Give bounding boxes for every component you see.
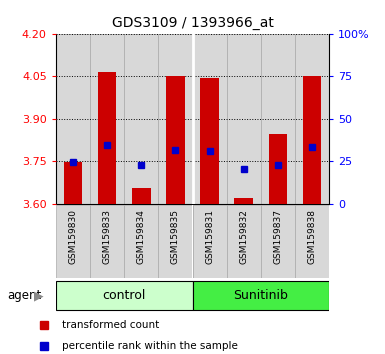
Text: ▶: ▶ <box>34 289 43 302</box>
Bar <box>124 34 158 204</box>
Bar <box>295 205 329 278</box>
Bar <box>56 281 192 310</box>
Bar <box>192 281 329 310</box>
Bar <box>166 75 185 204</box>
Text: GSM159833: GSM159833 <box>102 209 112 264</box>
Bar <box>192 205 193 278</box>
Bar <box>56 34 90 204</box>
Bar <box>192 205 227 278</box>
Text: GSM159834: GSM159834 <box>137 209 146 264</box>
Text: percentile rank within the sample: percentile rank within the sample <box>62 341 238 351</box>
Bar <box>227 205 261 278</box>
Text: transformed count: transformed count <box>62 320 159 330</box>
Text: GSM159831: GSM159831 <box>205 209 214 264</box>
Bar <box>261 205 295 278</box>
Bar <box>98 72 117 204</box>
Bar <box>261 34 295 204</box>
Bar <box>268 134 287 204</box>
Text: GSM159832: GSM159832 <box>239 209 248 264</box>
Bar <box>192 34 227 204</box>
Text: GSM159838: GSM159838 <box>308 209 316 264</box>
Bar <box>64 162 82 204</box>
Bar <box>234 199 253 204</box>
Bar <box>158 34 192 204</box>
Bar <box>158 205 192 278</box>
Bar <box>303 76 321 204</box>
Bar <box>295 34 329 204</box>
Bar <box>90 205 124 278</box>
Bar <box>56 205 90 278</box>
Bar <box>132 188 151 204</box>
Bar <box>200 78 219 204</box>
Text: agent: agent <box>8 289 42 302</box>
Bar <box>227 34 261 204</box>
Text: GSM159835: GSM159835 <box>171 209 180 264</box>
Text: GSM159830: GSM159830 <box>69 209 77 264</box>
Text: GSM159837: GSM159837 <box>273 209 283 264</box>
Text: Sunitinib: Sunitinib <box>233 289 288 302</box>
Title: GDS3109 / 1393966_at: GDS3109 / 1393966_at <box>112 16 273 30</box>
Bar <box>124 205 158 278</box>
Text: control: control <box>102 289 146 302</box>
Bar <box>90 34 124 204</box>
